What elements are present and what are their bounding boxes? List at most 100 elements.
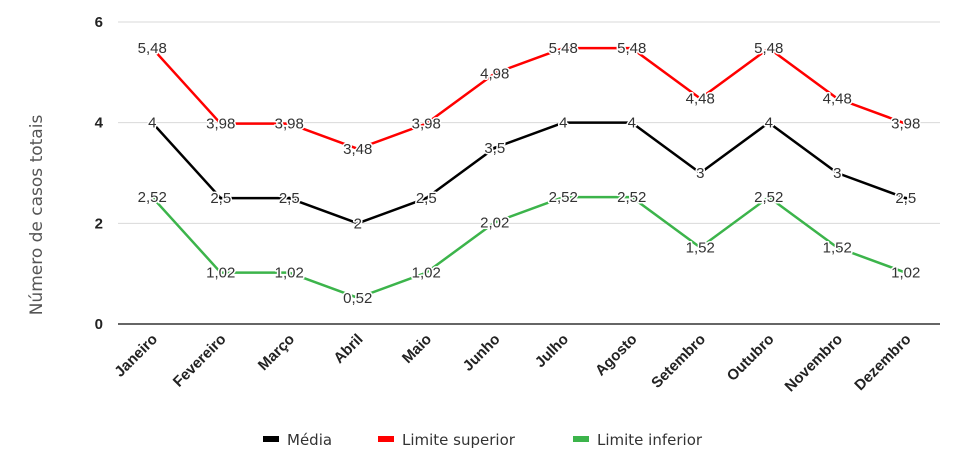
data-point [287,196,291,200]
gridlines [118,21,940,325]
data-point [150,46,154,50]
data-point [630,46,634,50]
data-point [767,46,771,50]
data-label: 2,52 [549,189,578,206]
data-point [219,196,223,200]
x-tick-label: Setembro [648,331,709,392]
legend-item: Limite superior [378,431,516,449]
data-label: 4 [148,115,156,132]
data-label: 2,5 [279,190,300,207]
data-label: 1,02 [275,265,304,282]
data-point [150,195,154,199]
data-label: 3,5 [484,140,505,157]
data-label: 4 [628,115,636,132]
data-point [561,46,565,50]
data-point [424,196,428,200]
data-point [561,195,565,199]
data-point [698,171,702,175]
x-tick-label: Junho [460,331,504,375]
data-point [767,121,771,125]
x-tick-label: Maio [399,331,435,367]
data-point [493,71,497,75]
data-label: 3,98 [412,116,441,133]
series-line [151,195,907,300]
data-label: 3,98 [275,116,304,133]
data-label: 4 [559,115,567,132]
series-3: 2,521,02 1,020,521,022,022,52 2,521,522,52… [136,188,922,309]
series-2: 5,48 3,98 3,98 3,48 3,98 4,98 5,48 5,48 4,48 5,48… [136,39,922,160]
data-point [219,122,223,126]
data-point [904,122,908,126]
data-label: 3,98 [206,116,235,133]
data-label: 4,48 [686,91,715,108]
data-point [287,122,291,126]
data-label: 1,52 [686,239,715,256]
data-point [561,121,565,125]
data-label: 2,52 [754,189,783,206]
data-label: 5,48 [754,40,783,57]
data-point [356,147,360,151]
data-label: 5,48 [138,40,167,57]
legend: Média Limite superior Limite inferior [263,431,703,449]
data-label: 5,48 [617,40,646,57]
data-point [150,121,154,125]
data-point [835,245,839,249]
data-point [835,97,839,101]
data-label: 4,98 [480,65,509,82]
x-axis-ticks: Janeiro Fevereiro Março Abril Maio Junho Julho… [111,331,914,395]
data-point [493,220,497,224]
x-tick-label: Dezembro [851,331,914,394]
data-label: 2 [354,215,362,232]
data-point [424,271,428,275]
data-label: 2,5 [416,190,437,207]
y-tick-label: 4 [95,115,104,132]
y-axis-ticks: 0 2 4 6 [95,14,104,333]
x-tick-label: Novembro [782,331,846,395]
legend-item: Média [263,431,332,449]
data-label: 4 [765,115,773,132]
data-label: 1,02 [206,265,235,282]
y-axis-label: Número de casos totais [27,115,47,316]
y-tick-label: 6 [95,14,103,31]
data-point [287,271,291,275]
x-tick-label: Fevereiro [170,331,230,391]
legend-swatch [573,436,589,442]
legend-label: Média [287,431,332,449]
legend-item: Limite inferior [573,431,703,449]
data-label: 3 [696,165,704,182]
y-tick-label: 0 [95,316,103,333]
data-label: 2,52 [138,189,167,206]
series-line [151,46,907,151]
x-tick-label: Julho [532,331,572,371]
series-line [151,121,907,225]
data-point [424,122,428,126]
data-label: 0,52 [343,290,372,307]
data-point [767,195,771,199]
data-label: 1,02 [891,265,920,282]
data-label: 4,48 [823,91,852,108]
data-point [356,296,360,300]
x-tick-label: Abril [330,331,366,367]
data-point [904,196,908,200]
data-label: 2,52 [617,189,646,206]
data-label: 1,52 [823,239,852,256]
x-tick-label: Janeiro [111,331,161,381]
data-label: 3,98 [891,116,920,133]
x-tick-label: Março [255,331,298,374]
data-point [630,121,634,125]
data-point [219,271,223,275]
data-label: 2,5 [895,190,916,207]
x-tick-label: Agosto [592,331,641,380]
data-point [630,195,634,199]
data-label: 5,48 [549,40,578,57]
x-tick-label: Outubro [724,331,778,385]
data-point [835,171,839,175]
data-label: 1,02 [412,265,441,282]
data-label: 3,48 [343,141,372,158]
legend-label: Limite inferior [597,431,703,449]
y-tick-label: 2 [95,215,103,232]
data-label: 2,02 [480,214,509,231]
data-label: 2,5 [210,190,231,207]
